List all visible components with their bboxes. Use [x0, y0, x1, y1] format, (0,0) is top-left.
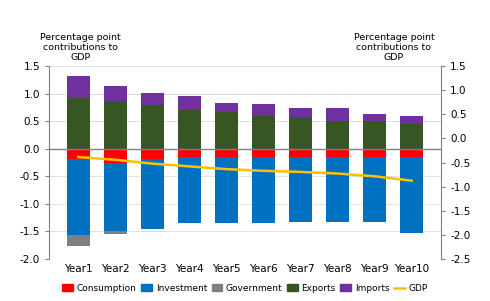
- Bar: [178, 149, 201, 157]
- Bar: [215, 149, 238, 157]
- Bar: [326, 149, 349, 157]
- Bar: [289, 157, 312, 222]
- GDP: [112, 158, 118, 162]
- GDP: [297, 170, 303, 174]
- Bar: [289, 107, 312, 117]
- Bar: [363, 121, 386, 149]
- Bar: [363, 113, 386, 121]
- Bar: [326, 107, 349, 121]
- Bar: [104, 86, 127, 101]
- Bar: [141, 149, 164, 159]
- Bar: [400, 157, 423, 233]
- Bar: [67, 76, 90, 98]
- Bar: [67, 235, 90, 246]
- Bar: [215, 103, 238, 113]
- Bar: [252, 104, 275, 116]
- Bar: [215, 157, 238, 223]
- Bar: [67, 98, 90, 149]
- Bar: [178, 110, 201, 149]
- Bar: [289, 149, 312, 157]
- Bar: [363, 149, 386, 157]
- Bar: [178, 97, 201, 110]
- Text: Percentage point
contributions to
GDP: Percentage point contributions to GDP: [40, 33, 121, 62]
- GDP: [335, 172, 341, 175]
- GDP: [223, 167, 229, 171]
- Bar: [252, 157, 275, 223]
- Bar: [326, 157, 349, 222]
- Bar: [178, 157, 201, 223]
- Bar: [67, 149, 90, 159]
- Bar: [104, 231, 127, 234]
- GDP: [261, 169, 267, 172]
- GDP: [75, 155, 81, 159]
- GDP: [409, 179, 415, 182]
- Bar: [141, 105, 164, 149]
- GDP: [187, 165, 193, 168]
- Line: GDP: GDP: [78, 157, 412, 181]
- Legend: Consumption, Investment, Government, Exports, Imports, GDP: Consumption, Investment, Government, Exp…: [59, 280, 431, 296]
- GDP: [372, 175, 378, 178]
- GDP: [149, 162, 155, 166]
- Bar: [141, 93, 164, 105]
- Bar: [252, 149, 275, 157]
- Bar: [104, 163, 127, 231]
- Bar: [141, 159, 164, 228]
- Bar: [289, 117, 312, 149]
- Bar: [363, 157, 386, 222]
- Bar: [67, 159, 90, 235]
- Text: Percentage point
contributions to
GDP: Percentage point contributions to GDP: [354, 33, 434, 62]
- Bar: [252, 116, 275, 149]
- Bar: [400, 149, 423, 157]
- Bar: [104, 149, 127, 163]
- Bar: [400, 116, 423, 124]
- Bar: [104, 101, 127, 149]
- Bar: [326, 121, 349, 149]
- Bar: [400, 124, 423, 149]
- Bar: [215, 113, 238, 149]
